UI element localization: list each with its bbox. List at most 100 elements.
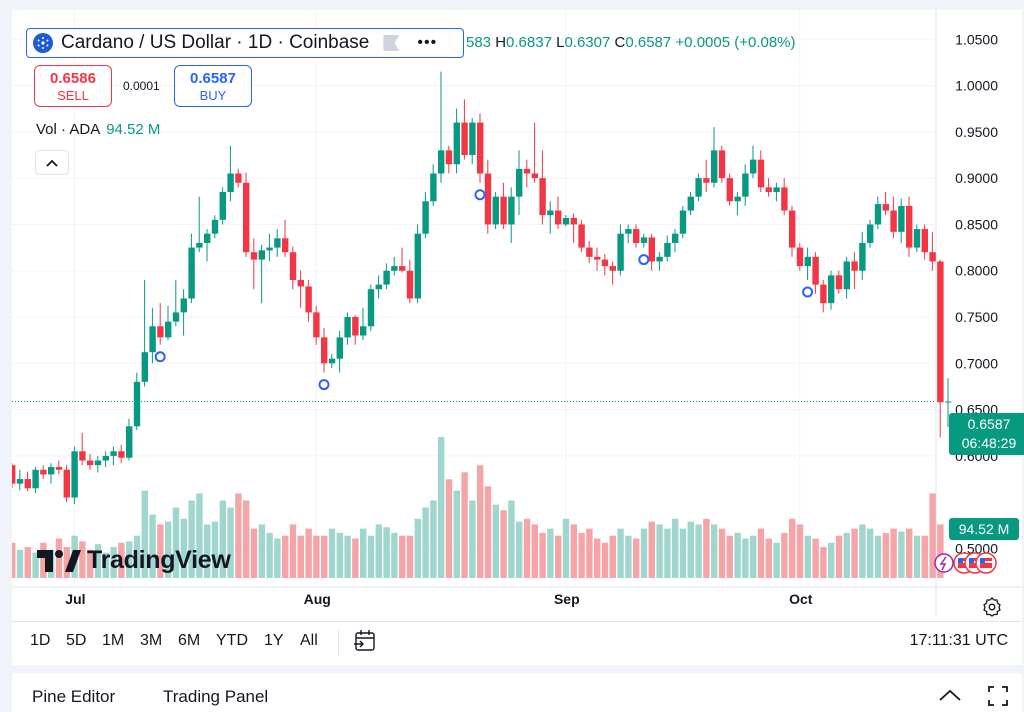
volume-bar [851, 528, 858, 578]
candle-body [360, 326, 367, 336]
candle-body [79, 451, 86, 461]
candle-body [438, 150, 445, 174]
candle-body [126, 426, 133, 458]
volume-bar [640, 528, 648, 578]
volume-bar [843, 532, 850, 578]
candle [835, 270, 843, 294]
range-1m-button[interactable]: 1M [102, 632, 125, 649]
divider [338, 630, 339, 656]
candle [352, 315, 359, 345]
range-3m-button[interactable]: 3M [140, 632, 163, 649]
candle-body [656, 256, 663, 262]
range-6m-button[interactable]: 6M [178, 632, 201, 649]
volume-bar [235, 493, 242, 578]
candle-body [523, 168, 531, 174]
candle-body [344, 317, 351, 338]
candle [87, 454, 94, 470]
event-marker-icon [474, 189, 486, 201]
candle [165, 305, 172, 341]
candle-body [141, 352, 148, 382]
volume-bar [172, 507, 180, 578]
candle [367, 284, 375, 331]
symbol-legend[interactable]: Cardano / US Dollar · 1D · Coinbase ••• [26, 28, 464, 58]
volume-bar [516, 521, 523, 578]
go-to-date-icon[interactable] [352, 628, 378, 654]
candle-body [453, 122, 460, 165]
more-icon[interactable]: ••• [417, 34, 438, 51]
chevron-up-icon[interactable] [938, 687, 962, 703]
candle-body [601, 259, 609, 267]
candle-body [461, 122, 468, 155]
candle-body [63, 469, 70, 498]
range-1y-button[interactable]: 1Y [264, 632, 284, 649]
volume-bar [648, 521, 655, 578]
candle [687, 192, 694, 216]
event-marker-icon [802, 286, 814, 298]
candle-body [500, 196, 507, 225]
candle [406, 259, 414, 304]
range-1d-button[interactable]: 1D [30, 632, 51, 649]
candle-body [742, 173, 749, 197]
event-marker-icon [154, 351, 166, 363]
candle [110, 446, 117, 466]
candle-body [898, 205, 905, 232]
flag-icon[interactable] [383, 35, 400, 51]
utc-clock[interactable]: 17:11:31 UTC [909, 632, 1008, 649]
candle [882, 192, 889, 216]
chart-settings-icon[interactable] [982, 597, 1002, 617]
tab-trading-panel[interactable]: Trading Panel [163, 687, 269, 706]
candle-body [781, 187, 788, 211]
candle-body [383, 270, 390, 285]
candle-body [55, 467, 63, 470]
maximize-panel-icon[interactable] [987, 685, 1009, 707]
chart-panel[interactable]: 1.0500 1.0000 0.9500 0.9000 0.8500 0.8000 0.75… [12, 10, 1024, 665]
candle [757, 150, 765, 193]
candle-body [445, 150, 453, 165]
candle-body [726, 178, 733, 202]
open-value-partial: 583 [466, 34, 492, 51]
candle-body [664, 242, 671, 257]
candle-body [757, 159, 765, 188]
change-value: +0.0005 (+0.08%) [675, 34, 796, 51]
range-ytd-button[interactable]: YTD [216, 632, 248, 649]
tab-pine-editor[interactable]: Pine Editor [32, 687, 116, 706]
range-5d-button[interactable]: 5D [66, 632, 87, 649]
candle-body [87, 460, 94, 466]
volume-bar [656, 524, 663, 578]
candle [539, 150, 546, 225]
candle [703, 159, 710, 193]
candle-body [672, 233, 679, 243]
candle [235, 168, 242, 188]
close-value: 0.6587 [625, 34, 672, 51]
range-all-button[interactable]: All [300, 632, 318, 649]
candle [16, 469, 24, 491]
candle-body [102, 455, 109, 461]
buy-button[interactable]: 0.6587 BUY [174, 65, 252, 107]
candle-body [367, 289, 375, 327]
candle-body [282, 238, 289, 253]
volume-bar [118, 542, 125, 578]
candle-body [765, 187, 772, 193]
candlestick-chart[interactable]: 1.0500 1.0000 0.9500 0.9000 0.8500 0.8000 0.75… [12, 10, 1022, 621]
candle-body [289, 252, 297, 280]
candle [445, 145, 453, 174]
sell-button[interactable]: 0.6586 SELL [34, 65, 112, 107]
candle [828, 270, 835, 310]
volume-bar [24, 546, 31, 578]
candle-body [906, 205, 913, 248]
collapse-legend-button[interactable] [35, 150, 69, 175]
volume-bar [453, 490, 460, 578]
candle-body [399, 266, 406, 271]
candle [664, 235, 671, 262]
volume-bar [726, 535, 733, 578]
volume-tag: 94.52 M [949, 518, 1019, 540]
candle [640, 233, 648, 248]
candle-body [180, 298, 187, 313]
candle [929, 231, 936, 271]
candle-body [469, 122, 476, 155]
candle [391, 256, 398, 276]
candle-body [734, 196, 741, 202]
candle-body [305, 286, 312, 313]
candle-body [133, 381, 141, 427]
volume-bar [126, 541, 133, 578]
